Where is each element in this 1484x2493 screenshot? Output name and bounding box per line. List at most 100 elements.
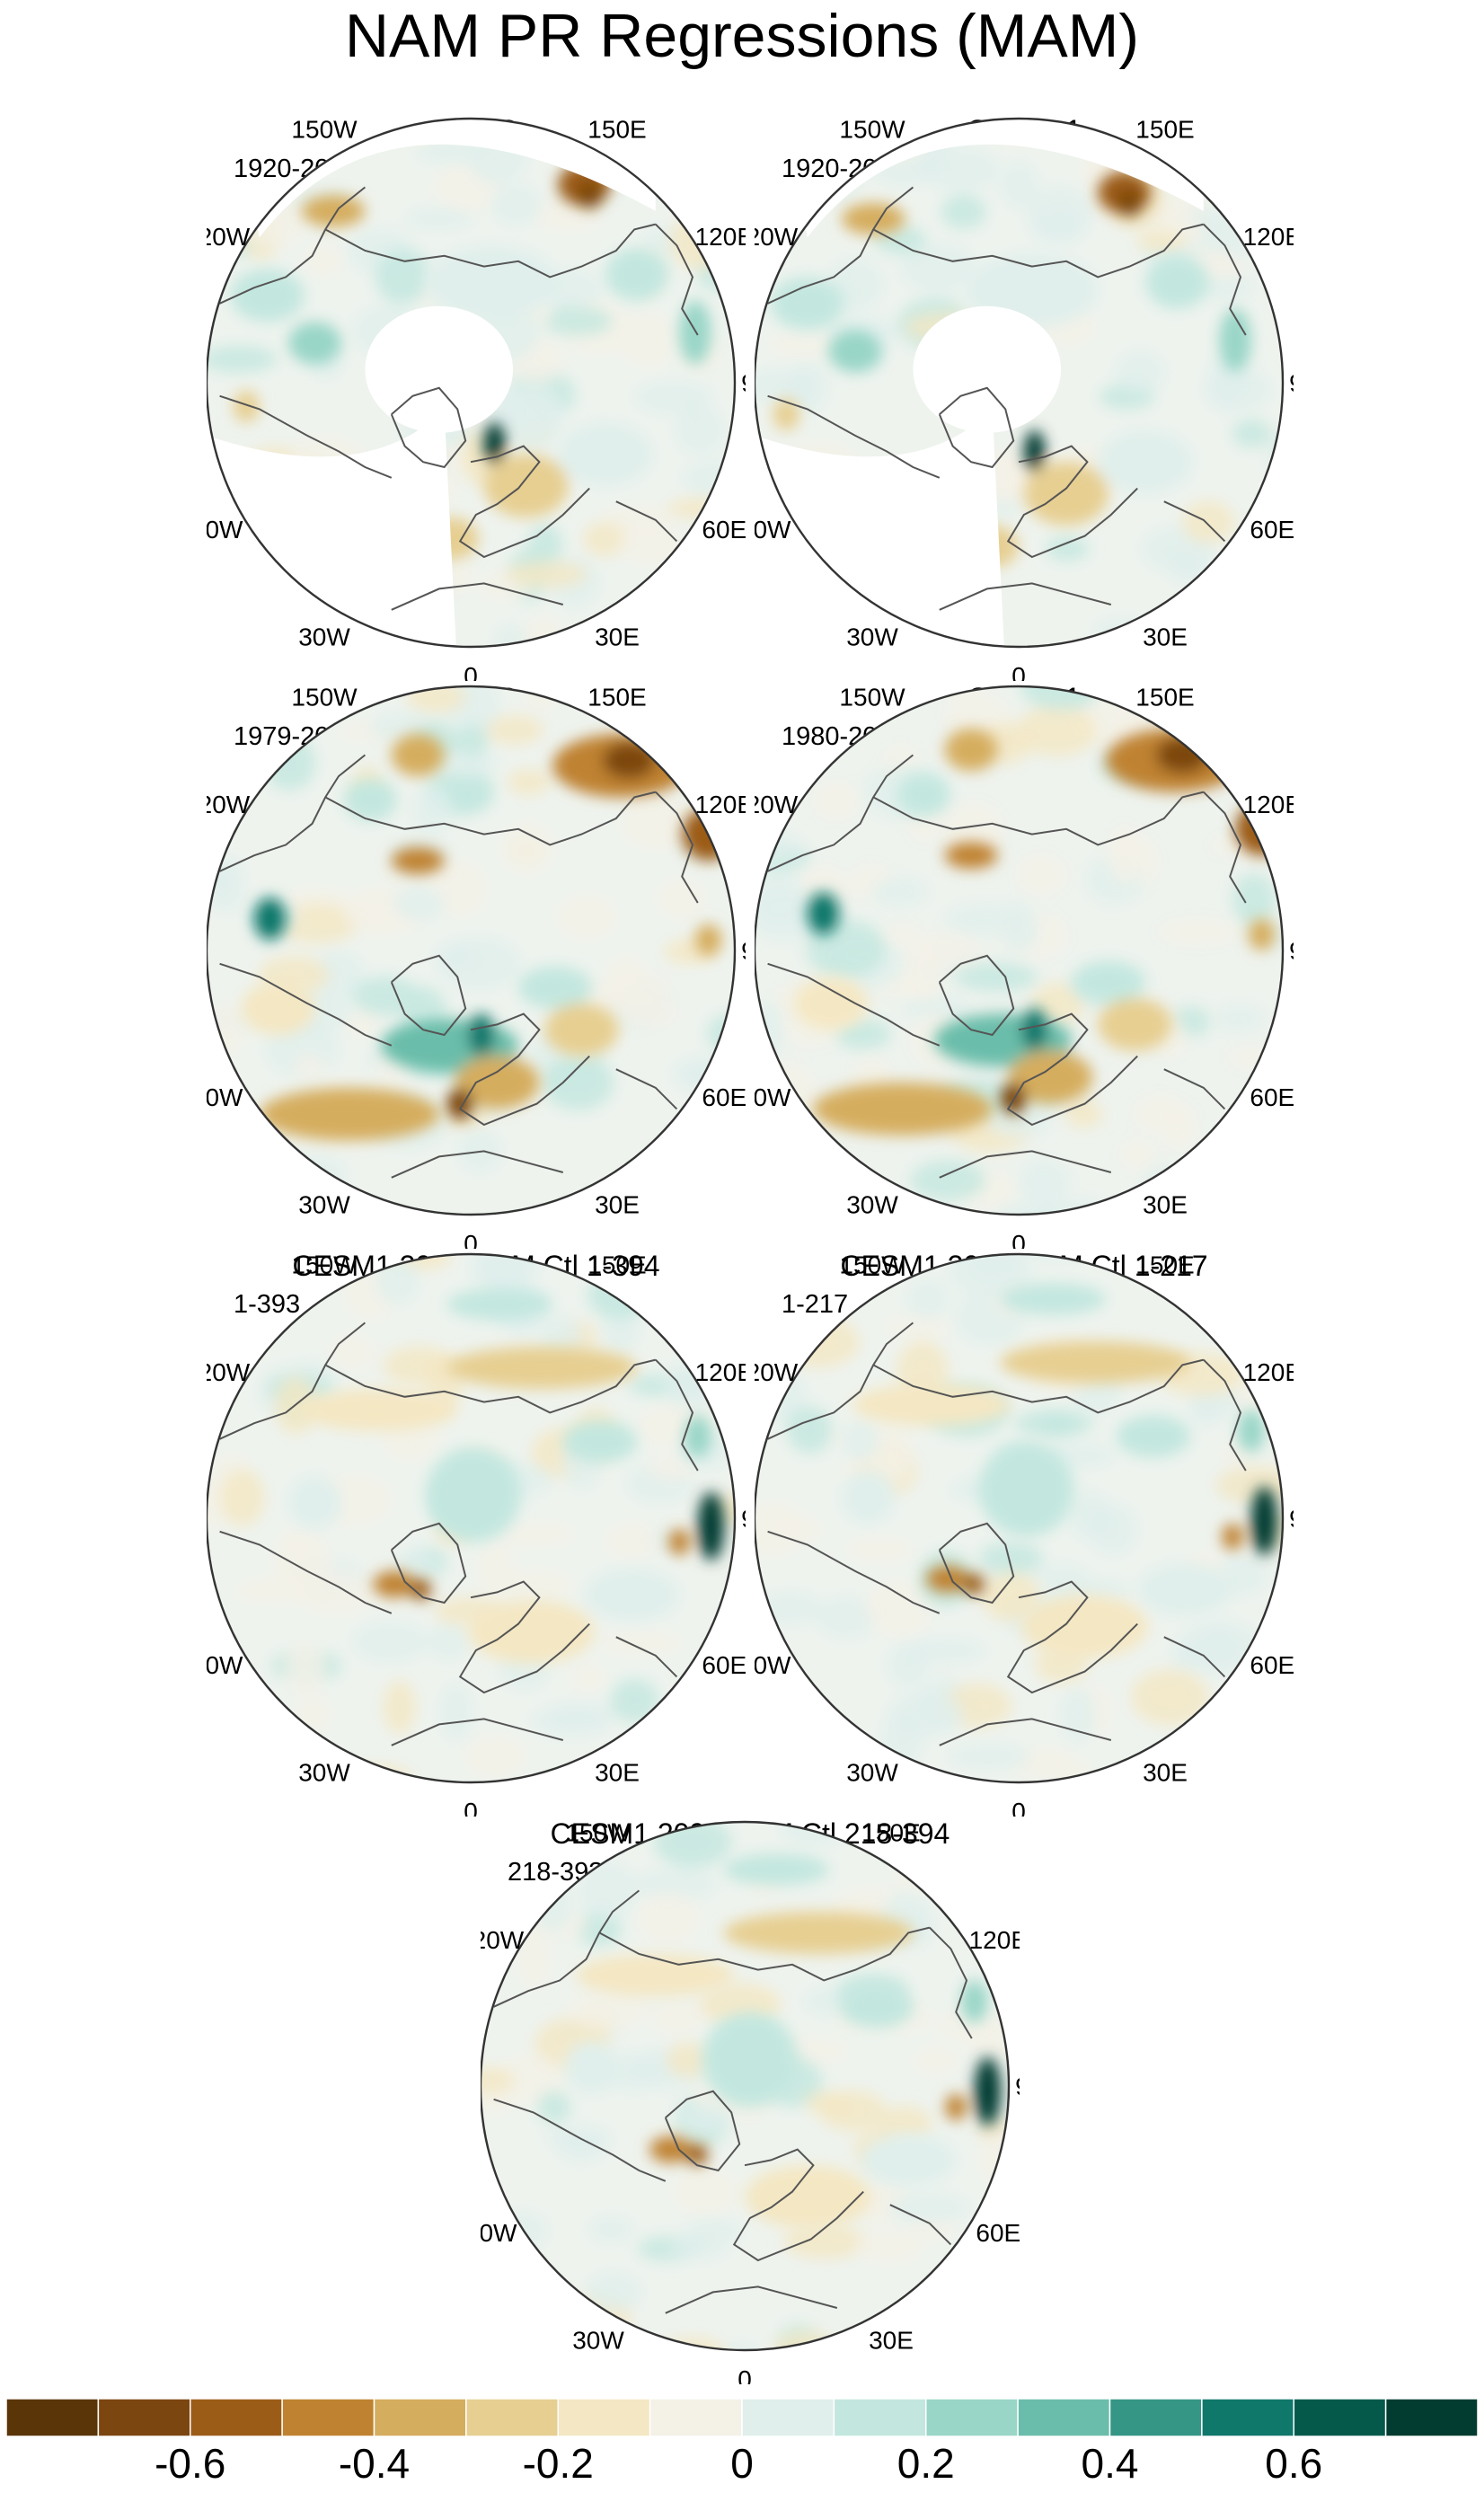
anomaly-cell	[542, 1055, 614, 1111]
anomaly-cell	[412, 786, 452, 834]
longitude-label: 30W	[846, 1190, 898, 1218]
anomaly-cell	[537, 2091, 571, 2124]
anomaly-region	[773, 398, 799, 430]
anomaly-region	[679, 300, 711, 365]
longitude-label: 60W	[755, 516, 791, 544]
longitude-label: 60W	[207, 1083, 243, 1111]
colorbar-swatch	[281, 2399, 375, 2436]
coastline	[391, 582, 564, 611]
anomaly-cell	[352, 1622, 428, 1662]
longitude-label: 30W	[846, 1758, 898, 1786]
anomaly-cell	[633, 1869, 718, 1901]
anomaly-region	[575, 1954, 735, 1997]
anomaly-region	[861, 2133, 957, 2187]
anomaly-cell	[882, 924, 919, 946]
map-border	[755, 117, 1285, 649]
longitude-label: 150E	[861, 1819, 920, 1847]
anomaly-cell	[464, 1736, 526, 1779]
colorbar-tick-label: 0.4	[1081, 2440, 1139, 2487]
main-title: NAM PR Regressions (MAM)	[344, 2, 1140, 70]
anomaly-region	[483, 454, 569, 517]
longitude-label: 30W	[298, 1190, 350, 1218]
coastline	[938, 954, 1015, 1037]
anomaly-regions	[288, 1288, 725, 1664]
coastline	[1203, 1358, 1247, 1472]
anomaly-cell	[979, 1542, 1043, 1573]
anomaly-cell	[1215, 1465, 1283, 1505]
longitude-label: 30E	[595, 1758, 640, 1786]
anomaly-region	[649, 2135, 693, 2163]
coastline	[1006, 445, 1138, 559]
anomaly-region	[1071, 960, 1146, 1003]
coastline	[938, 1522, 1015, 1605]
anomaly-cell	[599, 1631, 685, 1656]
anomaly-region	[1098, 429, 1194, 494]
coastline	[655, 223, 699, 336]
longitude-label: 150W	[291, 1251, 358, 1279]
coastlines	[219, 1322, 699, 1746]
map-border	[755, 685, 1285, 1216]
anomaly-region	[544, 1003, 619, 1056]
colorbar-swatch	[649, 2399, 743, 2436]
map-border	[207, 1252, 737, 1784]
longitude-label: 60W	[755, 1651, 791, 1679]
colorbar-swatch	[6, 2399, 100, 2436]
anomaly-cell	[707, 1493, 735, 1526]
longitude-label: 60E	[1250, 1651, 1294, 1679]
polar-map: 180150E120E90E60E30E030W60W90W120W150W	[207, 116, 746, 681]
anomaly-region	[230, 269, 305, 323]
coastline	[664, 2090, 741, 2172]
anomaly-region	[1248, 918, 1276, 950]
longitude-label: 90E	[1015, 2073, 1020, 2100]
anomaly-cell	[431, 859, 489, 918]
anomaly-region	[686, 2144, 708, 2166]
coastline	[655, 791, 699, 904]
longitude-label: 150W	[839, 684, 905, 712]
anomaly-region	[723, 1853, 830, 1886]
anomaly-regions	[794, 729, 1283, 1136]
anomaly-region	[944, 842, 998, 869]
longitude-label: 120W	[207, 791, 251, 818]
anomaly-cell	[1000, 903, 1038, 953]
anomaly-region	[517, 966, 593, 1009]
longitude-label: 90E	[1289, 937, 1294, 965]
anomaly-region	[812, 1083, 993, 1136]
anomaly-cell	[570, 1664, 606, 1692]
anomaly-cell	[383, 1346, 455, 1385]
longitude-label: 120W	[481, 1926, 525, 1954]
anomaly-cell	[525, 616, 562, 647]
anomaly-cell	[455, 724, 489, 758]
anomaly-cell	[604, 1522, 659, 1560]
panel-period: 1-217	[782, 1290, 849, 1319]
coastline	[390, 1522, 467, 1605]
longitude-label: 150W	[839, 116, 905, 144]
longitude-label: 30E	[1143, 623, 1188, 650]
coastline	[598, 1926, 931, 1982]
coastline	[391, 1150, 564, 1179]
anomaly-region	[1250, 1486, 1278, 1556]
colorbar-swatch	[557, 2399, 651, 2436]
anomaly-regions	[842, 1283, 1278, 1658]
longitude-label: 0	[464, 1798, 478, 1817]
colorbar	[6, 2399, 1478, 2436]
anomaly-cell	[495, 2055, 564, 2104]
anomaly-cell	[1162, 1103, 1197, 1150]
anomaly-cell	[620, 995, 678, 1029]
longitude-label: 60W	[207, 1651, 243, 1679]
longitude-label: 90E	[1289, 369, 1294, 397]
anomaly-cell	[1033, 1198, 1113, 1215]
longitude-label: 30E	[869, 2326, 914, 2354]
anomaly-cell	[507, 769, 551, 796]
anomaly-cell	[782, 2224, 868, 2259]
longitude-label: 0	[1011, 1230, 1026, 1249]
map-border	[207, 685, 737, 1216]
anomaly-cell	[786, 1406, 833, 1454]
anomaly-region	[468, 1600, 596, 1664]
anomaly-region	[723, 1911, 914, 1954]
anomaly-cell	[1116, 351, 1165, 393]
anomaly-cell	[941, 194, 986, 229]
map-field	[755, 686, 1283, 1215]
anomaly-cell	[340, 1765, 413, 1782]
longitude-label: 90E	[741, 369, 746, 397]
panel-gpcc-1: GPCC_1 1920-2018 180150E120E90E60E30E030…	[755, 113, 1294, 681]
